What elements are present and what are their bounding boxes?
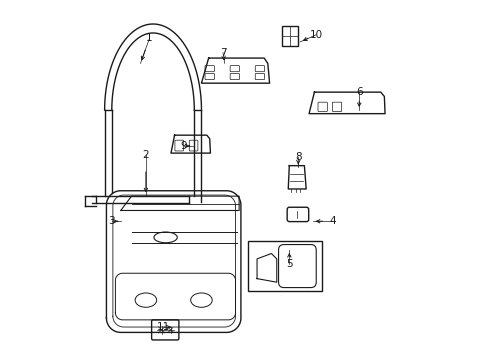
Text: 1: 1 xyxy=(146,33,152,43)
Text: 8: 8 xyxy=(294,152,301,162)
Text: 11: 11 xyxy=(157,322,170,332)
Text: 9: 9 xyxy=(180,141,186,151)
Text: 2: 2 xyxy=(142,150,149,160)
Text: 5: 5 xyxy=(285,259,292,269)
Text: 10: 10 xyxy=(309,30,322,40)
Text: 6: 6 xyxy=(355,87,362,97)
Text: 4: 4 xyxy=(328,216,335,226)
Bar xyxy=(282,26,298,45)
Bar xyxy=(247,241,321,291)
Text: 7: 7 xyxy=(219,48,226,58)
Text: 3: 3 xyxy=(108,216,115,226)
